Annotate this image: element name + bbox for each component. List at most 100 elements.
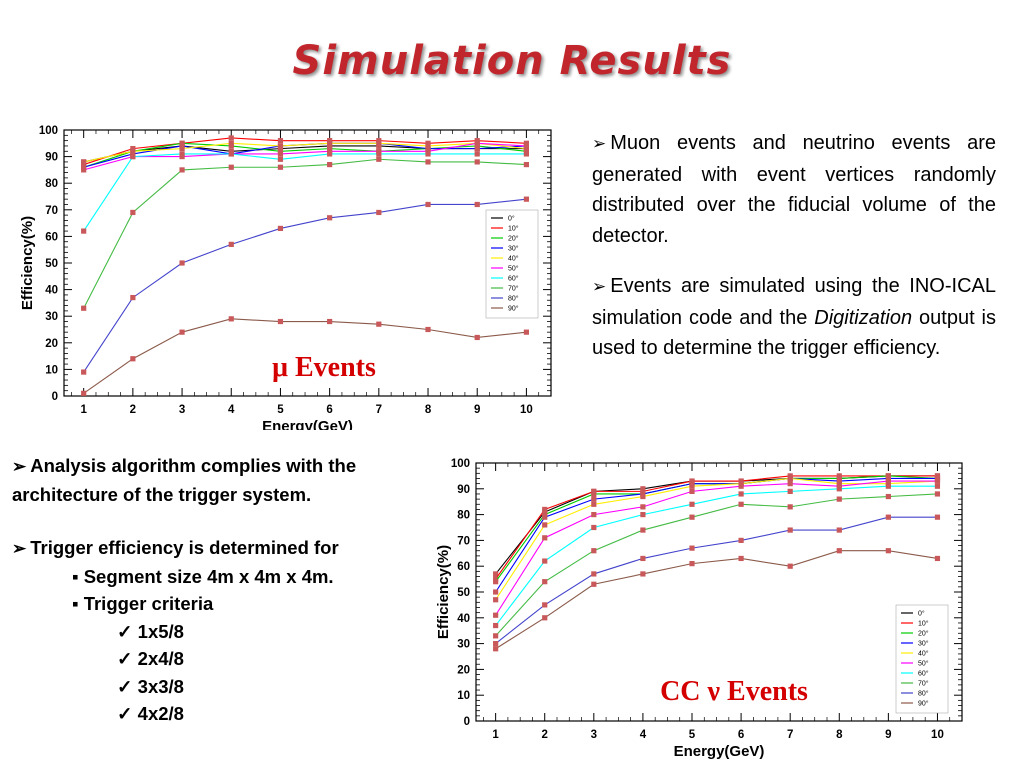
x-tick-label: 7 [787,729,793,741]
series-line [83,318,527,394]
series-line [495,550,938,650]
data-point [493,589,499,595]
data-point [81,159,87,165]
data-point [130,154,136,160]
data-point [81,369,87,375]
data-point [327,138,333,144]
data-point [738,501,744,507]
data-point [542,506,548,513]
data-point [640,555,646,562]
y-tick-label: 50 [45,258,58,270]
x-tick-label: 8 [425,404,432,416]
data-point [130,356,136,362]
data-point [376,209,382,216]
data-point [493,622,499,629]
data-point [327,146,333,152]
x-tick-label: 5 [277,404,284,416]
data-point [542,522,548,528]
data-point [277,143,284,149]
data-point [81,305,87,311]
series-line [83,142,527,163]
series-line [495,493,938,637]
data-point [591,491,597,497]
series-line [83,158,527,309]
legend-label: 60° [918,670,929,678]
description-bullet-2-text-end: output is used to determine the trigger … [592,306,996,360]
x-tick-label: 1 [80,404,87,416]
legend-label: 10° [508,225,519,233]
data-point [738,537,744,543]
legend-label: 30° [508,245,519,253]
data-point [474,143,480,149]
sub-item-segment: ▪ Segment size 4m x 4m x 4m. [12,563,432,591]
data-point [327,148,333,154]
legend-label: 60° [508,275,519,283]
data-point [493,579,499,585]
data-point [425,140,431,146]
data-point [228,316,234,322]
series-line [495,480,938,616]
series-6 [493,483,941,629]
x-tick-label: 6 [738,729,744,741]
data-point [493,571,499,577]
data-point [542,535,548,541]
y-tick-label: 0 [52,391,58,403]
algorithm-bullet-2-text: Trigger efficiency is determined for [30,537,339,558]
criteria-item: ✓ 3x3/8 [12,673,432,701]
description-bullet-2: ➢ Events are simulated using the INO-ICAL… [592,271,996,364]
data-point [787,481,793,487]
algorithm-bullet-1: ➢ Analysis algorithm complies with the ar… [12,452,432,508]
data-point [885,493,891,500]
legend-label: 50° [508,265,519,273]
data-point [542,579,548,585]
data-point [81,164,87,170]
data-point [523,161,530,168]
series-line [495,475,938,580]
y-tick-label: 70 [45,205,58,217]
algorithm-bullet-2: ➢ Trigger efficiency is determined for [12,534,432,563]
data-point [934,491,941,497]
y-tick-label: 100 [39,125,58,137]
data-point [523,151,530,157]
data-point [689,483,695,489]
data-point [228,164,234,170]
x-axis-title: Energy(GeV) [674,743,765,760]
legend-label: 10° [918,620,929,628]
criteria-item: ✓ 2x4/8 [12,645,432,673]
data-point [130,151,136,157]
data-point [523,196,530,202]
data-point [689,488,695,494]
data-point [787,475,793,482]
data-point [640,504,646,510]
legend-label: 90° [918,700,929,708]
data-point [425,326,431,333]
x-tick-label: 10 [520,404,533,416]
x-tick-label: 10 [931,729,944,741]
data-point [228,241,234,247]
data-point [493,612,499,618]
data-point [523,143,530,149]
data-point [474,159,480,165]
data-point [277,156,284,162]
x-tick-label: 6 [326,404,332,416]
arrow-bullet-icon: ➢ [12,539,27,558]
data-point [228,143,234,149]
y-tick-label: 40 [45,285,58,297]
data-point [179,151,185,157]
series-7 [493,491,941,639]
data-point [640,493,646,500]
y-tick-label: 100 [451,458,470,470]
arrow-bullet-icon: ➢ [592,134,607,153]
sub-item-criteria: ▪ Trigger criteria [12,590,432,618]
legend-label: 50° [918,660,929,668]
criteria-item-text: 2x4/8 [137,648,184,669]
legend: 0° 10° 20° 30° 40° 50° 60° 70° 80° 90° [895,604,949,714]
criteria-item-text: 3x3/8 [137,675,184,697]
data-point [376,140,382,146]
data-point [493,641,499,647]
data-point [689,561,695,567]
y-tick-label: 10 [45,364,58,376]
legend-label: 70° [918,680,929,688]
legend-label: 20° [918,630,929,638]
series-line [495,485,938,626]
